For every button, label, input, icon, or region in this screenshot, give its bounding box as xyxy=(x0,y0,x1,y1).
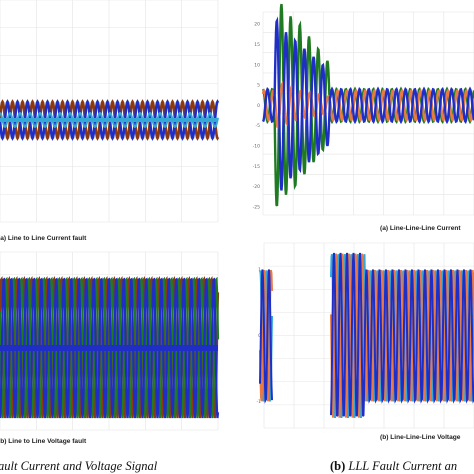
y-tick-label: 20 xyxy=(254,22,260,28)
caption-left: ault Current and Voltage Signal xyxy=(0,459,158,473)
series-brown xyxy=(0,99,220,141)
series-blue xyxy=(259,252,474,417)
y-tick-label: 5 xyxy=(257,83,260,89)
series-blue xyxy=(0,99,220,141)
y-tick-label: 15 xyxy=(254,42,260,48)
series-teal xyxy=(0,111,219,129)
panel-ll-voltage xyxy=(0,251,220,431)
y-tick-label: 10 xyxy=(254,62,260,68)
caption-right-text: LLL Fault Current an xyxy=(345,459,457,473)
y-tick-label: -5 xyxy=(256,123,261,129)
caption-right-letter: (b) xyxy=(330,459,345,473)
subtitle-lll-voltage: (b) Line-Line-Line Voltage xyxy=(380,434,461,441)
panel-lll-current: 20 15 10 5 0 -5 -10 -15 -20 -25 xyxy=(253,3,474,216)
subtitle-ll-voltage: (b) Line to Line Voltage fault xyxy=(0,438,87,445)
y-tick-label: 1 xyxy=(258,267,261,273)
y-tick-label: -20 xyxy=(253,184,260,190)
series-blue xyxy=(261,16,474,191)
subtitle-ll-current: (a) Line to Line Current fault xyxy=(0,235,87,242)
caption-right: (b) LLL Fault Current an xyxy=(330,459,457,473)
y-tick-label: 0 xyxy=(258,333,261,339)
y-tick-label: -25 xyxy=(253,204,260,210)
y-tick-label: -10 xyxy=(253,143,260,149)
panel-lll-voltage: 1 0 -1 xyxy=(257,242,474,429)
y-tick-label: 0 xyxy=(257,103,260,109)
subtitle-lll-current: (a) Line-Line-Line Current xyxy=(380,225,461,232)
series-blue xyxy=(0,277,220,419)
panel-ll-current xyxy=(0,0,220,223)
y-tick-label: -1 xyxy=(257,399,262,405)
y-tick-label: -15 xyxy=(253,164,260,170)
